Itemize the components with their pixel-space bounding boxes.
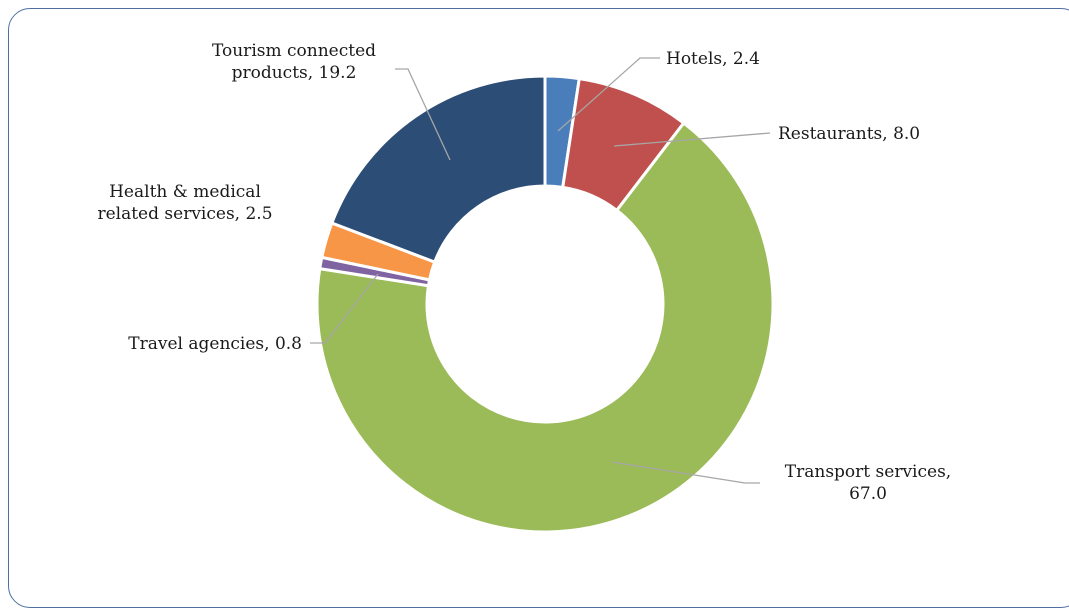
data-label-travel-agencies: Travel agencies, 0.8	[128, 334, 302, 354]
leader-line-6	[395, 68, 451, 161]
data-label-health-medical-related-services: Health & medical related services, 2.5	[97, 182, 272, 224]
leader-lines	[310, 57, 771, 484]
slice-transport-services	[315, 120, 775, 534]
data-label-transport-services: Transport services, 67.0	[785, 462, 951, 504]
data-label-tourism-connected-products: Tourism connected products, 19.2	[212, 41, 376, 83]
data-labels: Hotels, 2.4 Restaurants, 8.0 Transport ser…	[97, 41, 951, 504]
leader-line-1	[557, 57, 660, 132]
data-label-hotels: Hotels, 2.4	[666, 49, 760, 69]
leader-line-3	[611, 461, 760, 484]
donut-chart: Hotels, 2.4 Restaurants, 8.0 Transport ser…	[97, 41, 951, 534]
donut-slices	[315, 74, 775, 534]
leader-line-4	[310, 273, 379, 344]
leader-line-2	[613, 132, 771, 147]
data-label-restaurants: Restaurants, 8.0	[778, 124, 920, 144]
slice-tourism-connected-products	[329, 74, 547, 265]
